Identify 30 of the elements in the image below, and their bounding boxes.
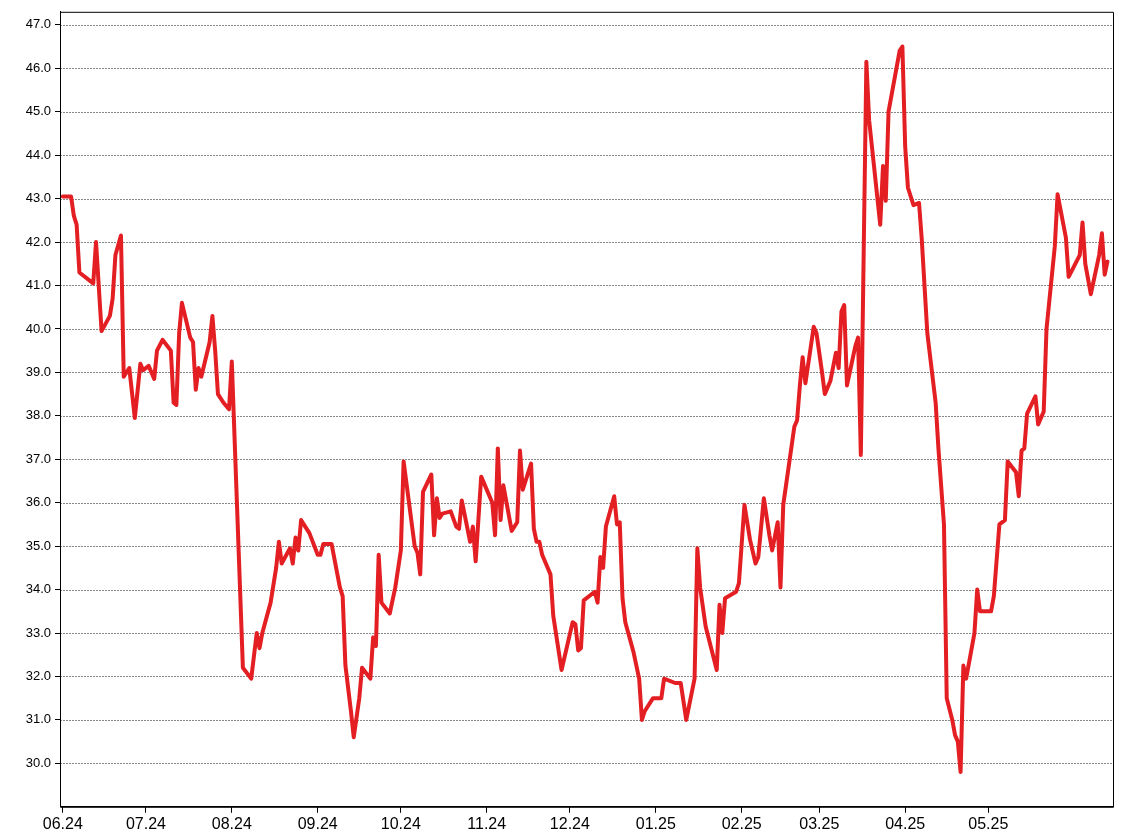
x-tick-label: 06.24 — [42, 814, 83, 832]
y-tick-label: 35.0 — [25, 537, 51, 553]
y-tick-label: 39.0 — [25, 363, 51, 379]
y-tick-label: 30.0 — [25, 754, 51, 770]
y-tick-label: 33.0 — [25, 624, 51, 640]
x-tick-label: 10.24 — [380, 814, 421, 832]
y-tick-label: 38.0 — [25, 407, 51, 423]
x-tick-label: 01.25 — [635, 814, 676, 832]
y-tick-label: 40.0 — [25, 320, 51, 336]
y-tick-label: 45.0 — [25, 103, 51, 119]
y-tick-label: 36.0 — [25, 494, 51, 510]
y-tick-label: 37.0 — [25, 450, 51, 466]
y-tick-label: 32.0 — [25, 668, 51, 684]
x-tick-label: 12.24 — [549, 814, 590, 832]
y-tick-label: 42.0 — [25, 233, 51, 249]
x-tick-label: 05.25 — [968, 814, 1009, 832]
y-tick-label: 31.0 — [25, 711, 51, 727]
y-tick-label: 41.0 — [25, 277, 51, 293]
y-tick-label: 46.0 — [25, 59, 51, 75]
x-tick-label: 08.24 — [211, 814, 252, 832]
y-tick-label: 47.0 — [25, 16, 51, 32]
y-tick-label: 44.0 — [25, 146, 51, 162]
y-tick-label: 43.0 — [25, 190, 51, 206]
x-tick-label: 03.25 — [799, 814, 840, 832]
x-tick-label: 07.24 — [125, 814, 167, 832]
y-tick-label: 34.0 — [25, 581, 51, 597]
x-tick-label: 09.24 — [297, 814, 338, 832]
x-tick-label: 04.25 — [885, 814, 926, 832]
x-tick-label: 02.25 — [721, 814, 762, 832]
x-tick-label: 11.24 — [467, 814, 507, 832]
